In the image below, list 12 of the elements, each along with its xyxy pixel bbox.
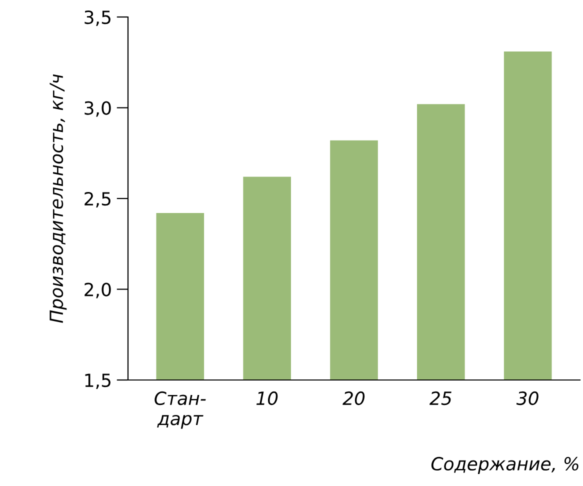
x-axis-title: Содержание, % — [431, 456, 578, 474]
y-tick-label: 3,0 — [84, 101, 111, 117]
x-tick-label: 10 — [256, 391, 278, 406]
y-axis-title: Производительность, кг/ч — [50, 74, 67, 323]
x-tick-label: 20 — [342, 391, 365, 406]
x-tick-label: 30 — [516, 391, 538, 406]
x-tick-label: Стан- дарт — [154, 391, 206, 429]
y-tick-label: 1,5 — [85, 374, 110, 389]
y-tick-label: 2,0 — [84, 282, 111, 298]
y-tick-label: 3,5 — [84, 10, 110, 26]
x-tick-label: 25 — [430, 391, 452, 406]
y-tick-label: 2,5 — [84, 192, 110, 208]
